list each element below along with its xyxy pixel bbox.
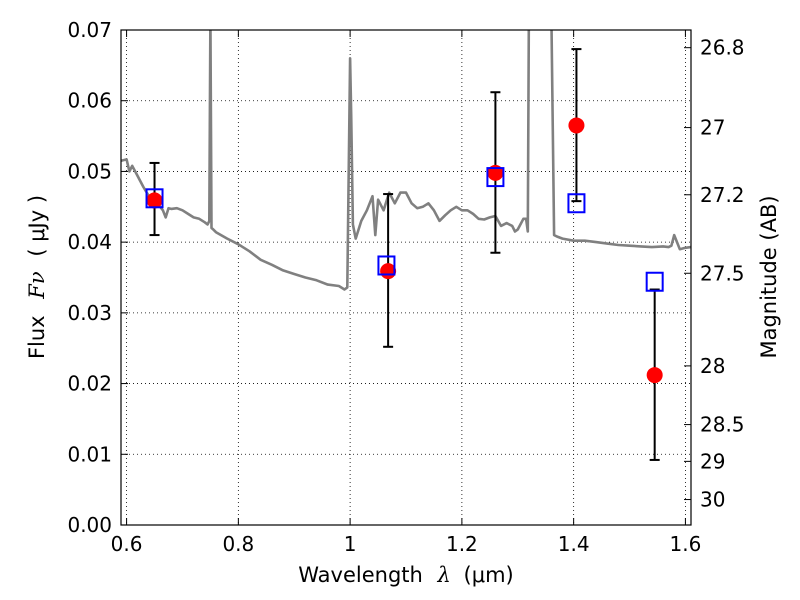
model-sed-line bbox=[121, 30, 691, 291]
y2-tick-label: 27.5 bbox=[700, 261, 745, 285]
y2-tick-label: 29 bbox=[700, 449, 725, 473]
observed-flux-point bbox=[146, 192, 163, 209]
observed-flux-point bbox=[646, 367, 663, 384]
x-tick-label: 1.6 bbox=[670, 532, 702, 556]
y-axis-label-text: Flux bbox=[25, 315, 49, 359]
y2-tick-label: 27 bbox=[700, 116, 725, 140]
x-axis-ticks: 0.6 0.8 1 1.2 1.4 1.6 bbox=[111, 30, 702, 556]
x-axis-label-symbol: λ bbox=[437, 563, 451, 587]
model-photometry-point bbox=[486, 167, 505, 188]
y-axis-label: Flux Fν ( μJy ) bbox=[25, 195, 49, 359]
x-tick-label: 1 bbox=[344, 532, 357, 556]
x-tick-label: 1.2 bbox=[446, 532, 478, 556]
x-tick-label: 0.6 bbox=[111, 532, 143, 556]
model-photometry-points bbox=[145, 167, 664, 292]
model-photometry-point bbox=[145, 188, 164, 209]
observed-flux-point bbox=[568, 117, 585, 134]
y-axis-label-unit: ( μJy ) bbox=[25, 195, 49, 257]
y2-tick-label: 28 bbox=[700, 354, 725, 378]
plot-area-background bbox=[121, 30, 691, 525]
model-sed-layer bbox=[121, 30, 691, 291]
y2-tick-label: 27.2 bbox=[700, 183, 745, 207]
x-axis-label-text: Wavelength bbox=[298, 563, 423, 587]
y-tick-label: 0.03 bbox=[67, 301, 112, 325]
y-tick-label: 0.04 bbox=[67, 230, 112, 254]
y2-tick-label: 26.8 bbox=[700, 36, 745, 60]
y-tick-label: 0.06 bbox=[67, 89, 112, 113]
y2-axis-ticks: 26.8 27 27.2 27.5 28 28.5 29 30 bbox=[684, 36, 745, 512]
y-axis-ticks: 0.00 0.01 0.02 0.03 0.04 0.05 0.06 0.07 bbox=[67, 18, 128, 537]
plot-frame bbox=[120, 29, 692, 526]
model-photometry-point bbox=[377, 255, 396, 276]
y-tick-label: 0.02 bbox=[67, 372, 112, 396]
x-tick-label: 1.4 bbox=[558, 532, 590, 556]
y-axis-label-symbol: Fν bbox=[25, 271, 49, 300]
x-axis-label-unit: (μm) bbox=[464, 563, 514, 587]
y-tick-label: 0.00 bbox=[67, 513, 112, 537]
y2-tick-label: 28.5 bbox=[700, 413, 745, 437]
y2-tick-label: 30 bbox=[700, 488, 725, 512]
y-tick-label: 0.01 bbox=[67, 442, 112, 466]
x-tick-label: 0.8 bbox=[222, 532, 254, 556]
x-axis-label: Wavelength λ (μm) bbox=[298, 563, 513, 587]
y2-axis-label: Magnitude (AB) bbox=[757, 195, 781, 358]
y-tick-label: 0.05 bbox=[67, 159, 112, 183]
model-photometry-point bbox=[645, 271, 664, 292]
model-photometry-point bbox=[567, 193, 586, 214]
y-tick-label: 0.07 bbox=[67, 18, 112, 42]
